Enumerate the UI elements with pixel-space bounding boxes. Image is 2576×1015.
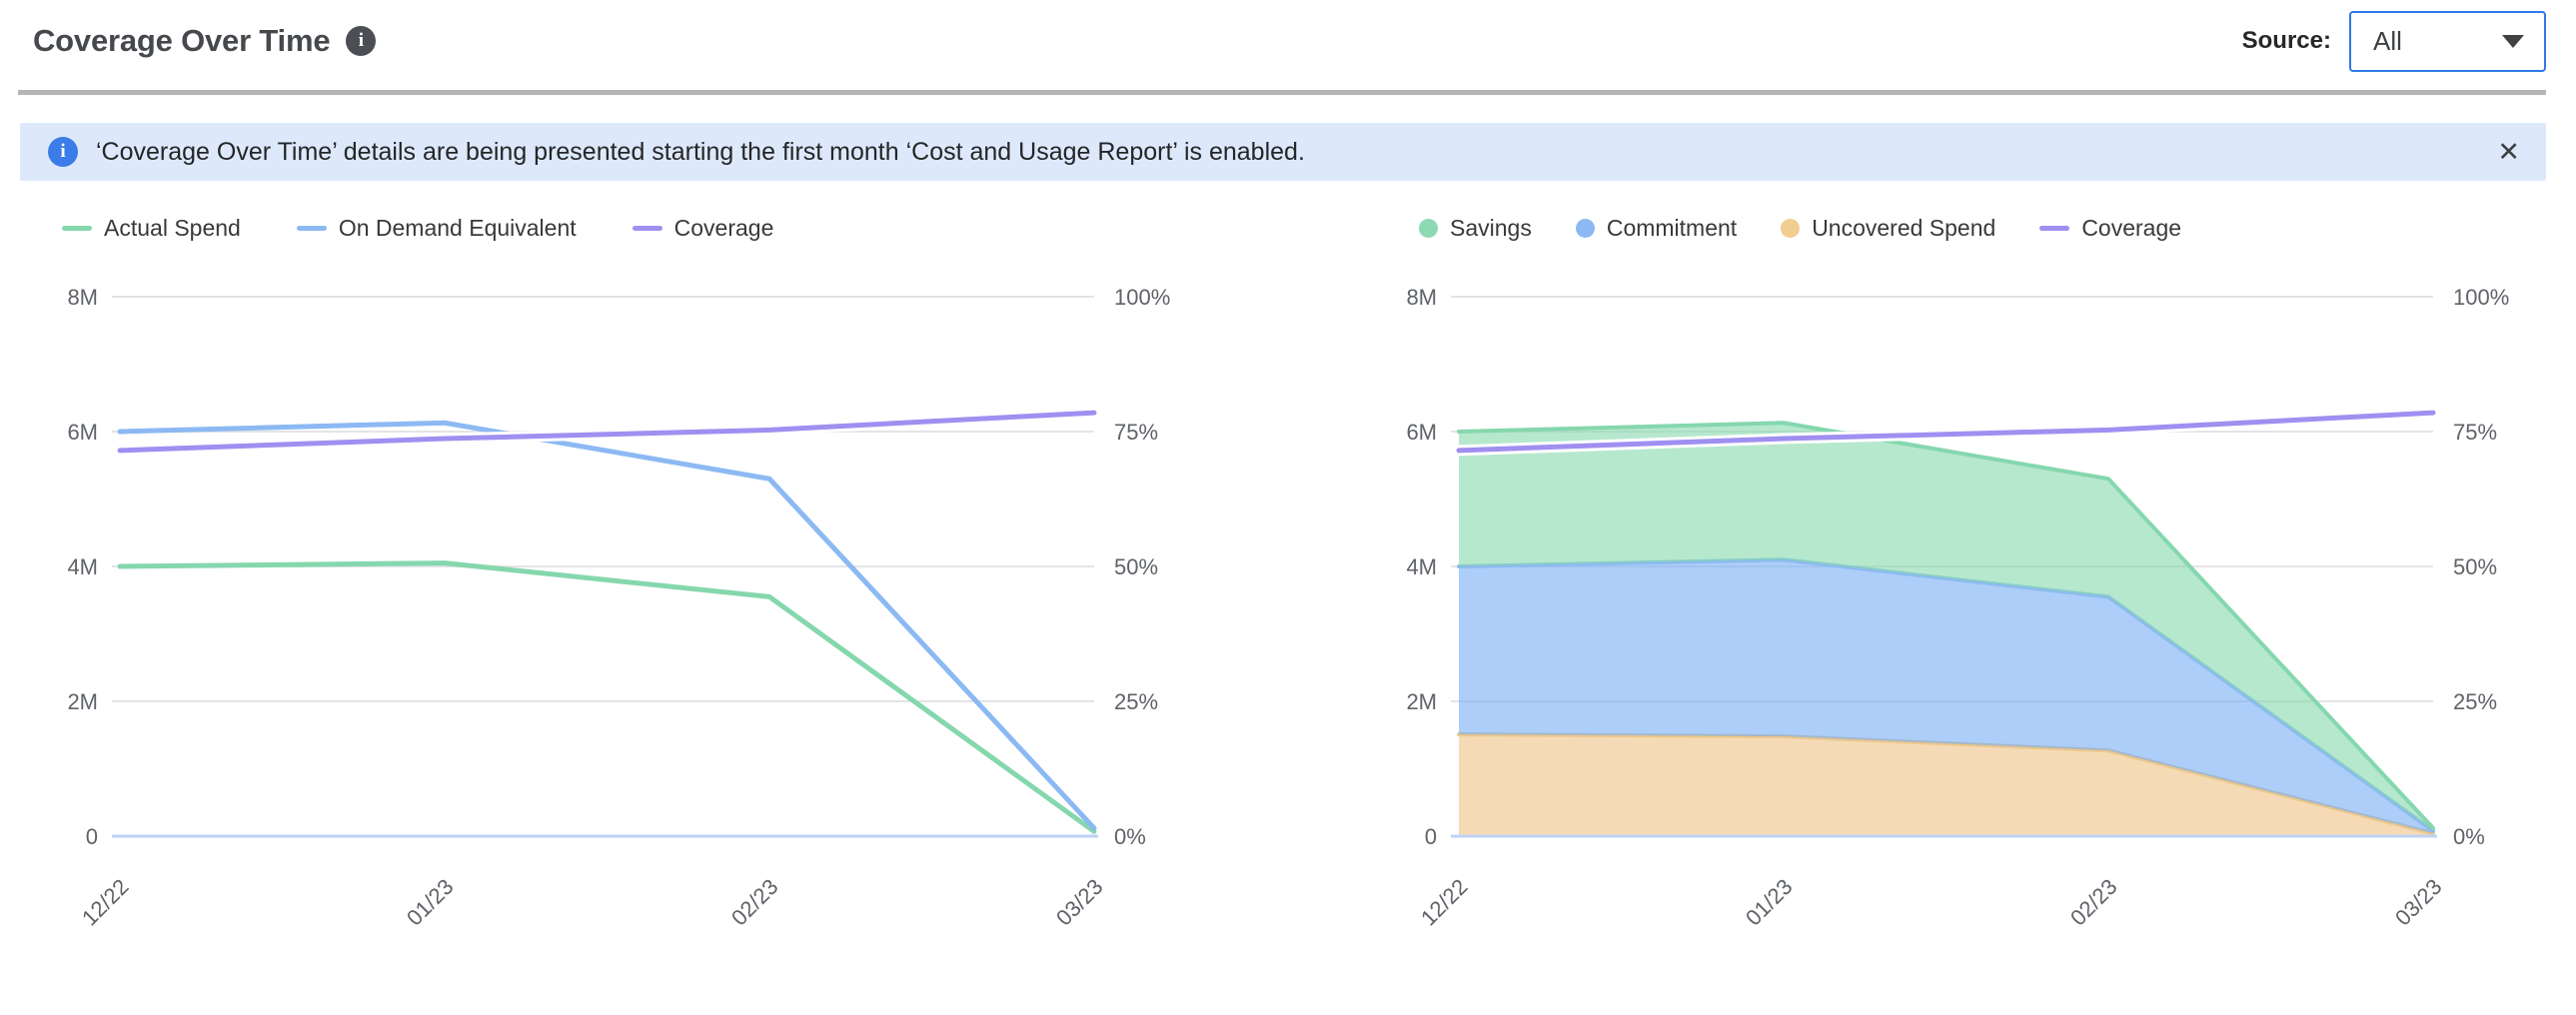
close-icon[interactable]: ✕ (2497, 136, 2520, 167)
coverage-area-chart: 8M 100% 6M 75% 4M 50% 2M 25% 0 0% 12/22 01/23 02/23 0… (1406, 285, 2509, 931)
legend-label: Actual Spend (104, 214, 241, 241)
legend-swatch (1781, 218, 1801, 238)
series-line-actual-spend (117, 560, 1097, 834)
y-axis-label-left: 6M (1406, 420, 1437, 445)
y-axis-label-left: 8M (1406, 285, 1437, 310)
area-chart-legend: Savings Commitment Uncovered Spend Coverage (1419, 207, 2576, 249)
info-banner: i ‘Coverage Over Time’ details are being… (20, 123, 2546, 181)
y-axis-label-right: 75% (1114, 420, 1158, 445)
banner-message: ‘Coverage Over Time’ details are being p… (96, 137, 1305, 166)
x-axis-label: 03/23 (1051, 874, 1108, 931)
legend-label: On Demand Equivalent (338, 214, 577, 241)
legend-label: Coverage (2081, 214, 2182, 241)
legend-swatch (1575, 218, 1595, 238)
y-axis-label-left: 6M (67, 420, 98, 445)
page-title: Coverage Over Time (33, 23, 331, 58)
legend-item-coverage[interactable]: Coverage (2039, 215, 2181, 242)
area-uncovered-spend (1459, 734, 2433, 836)
x-axis-label: 12/22 (1416, 874, 1473, 931)
line-chart-legend: Actual Spend On Demand Equivalent Coverage (62, 207, 1199, 249)
area-savings (1459, 423, 2433, 831)
header: Coverage Over Time i Source: All (0, 0, 2576, 72)
y-axis-label-right: 50% (2453, 554, 2497, 579)
y-axis-label-right: 100% (1114, 285, 1170, 310)
legend-item-actual-spend[interactable]: Actual Spend (62, 215, 241, 242)
spend-line-chart-panel: Actual Spend On Demand Equivalent Coverage… (40, 207, 1199, 964)
legend-swatch (2039, 225, 2070, 231)
series-line-coverage (1456, 410, 2436, 454)
source-label: Source: (2241, 27, 2331, 54)
legend-item-coverage[interactable]: Coverage (632, 214, 774, 242)
y-axis-label-left: 4M (67, 554, 98, 579)
legend-item-uncovered-spend[interactable]: Uncovered Spend (1781, 215, 1995, 242)
charts-row: Actual Spend On Demand Equivalent Coverage… (0, 207, 2576, 964)
x-axis-label: 01/23 (1741, 874, 1798, 931)
legend-swatch (1419, 218, 1438, 238)
x-axis-label: 01/23 (402, 874, 459, 931)
y-axis-label-left: 2M (1406, 689, 1437, 714)
source-dropdown-value: All (2373, 25, 2402, 56)
spend-line-chart: 8M 100% 6M 75% 4M 50% 2M 25% 0 0% 12/22 01/23 02/23 0… (67, 285, 1170, 931)
y-axis-label-left: 8M (67, 285, 98, 310)
x-axis-label: 02/23 (2065, 874, 2122, 931)
legend-swatch (632, 225, 662, 231)
legend-label: Commitment (1606, 214, 1738, 241)
legend-label: Savings (1450, 214, 1532, 241)
y-axis-label-left: 2M (67, 689, 98, 714)
y-axis-label-right: 25% (1114, 689, 1158, 714)
legend-label: Uncovered Spend (1812, 214, 1996, 241)
y-axis-label-left: 0 (86, 824, 98, 849)
header-divider (18, 90, 2546, 95)
legend-item-savings[interactable]: Savings (1419, 215, 1532, 242)
area-commitment (1459, 559, 2433, 834)
y-axis-label-right: 0% (1114, 824, 1146, 849)
y-axis-label-right: 75% (2453, 420, 2497, 445)
chevron-down-icon (2502, 34, 2524, 48)
y-axis-label-left: 0 (1425, 824, 1437, 849)
info-icon: i (48, 137, 78, 167)
legend-swatch (296, 225, 327, 231)
x-axis-label: 02/23 (726, 874, 783, 931)
series-line-coverage (117, 410, 1097, 454)
y-axis-label-right: 100% (2453, 285, 2509, 310)
info-icon[interactable]: i (346, 26, 377, 56)
legend-swatch (62, 225, 92, 231)
x-axis-label: 03/23 (2390, 874, 2447, 931)
series-line-on-demand-equivalent (117, 420, 1097, 831)
y-axis-label-right: 50% (1114, 554, 1158, 579)
y-axis-label-right: 0% (2453, 824, 2485, 849)
y-axis-label-left: 4M (1406, 554, 1437, 579)
x-axis-label: 12/22 (77, 874, 134, 931)
coverage-area-chart-panel: Savings Commitment Uncovered Spend Coverage… (1379, 207, 2576, 964)
legend-item-on-demand-equivalent[interactable]: On Demand Equivalent (296, 214, 577, 242)
legend-item-commitment[interactable]: Commitment (1575, 214, 1738, 242)
legend-label: Coverage (673, 214, 774, 241)
y-axis-label-right: 25% (2453, 689, 2497, 714)
area-edge-savings (1457, 421, 2435, 830)
source-dropdown[interactable]: All (2349, 10, 2546, 72)
